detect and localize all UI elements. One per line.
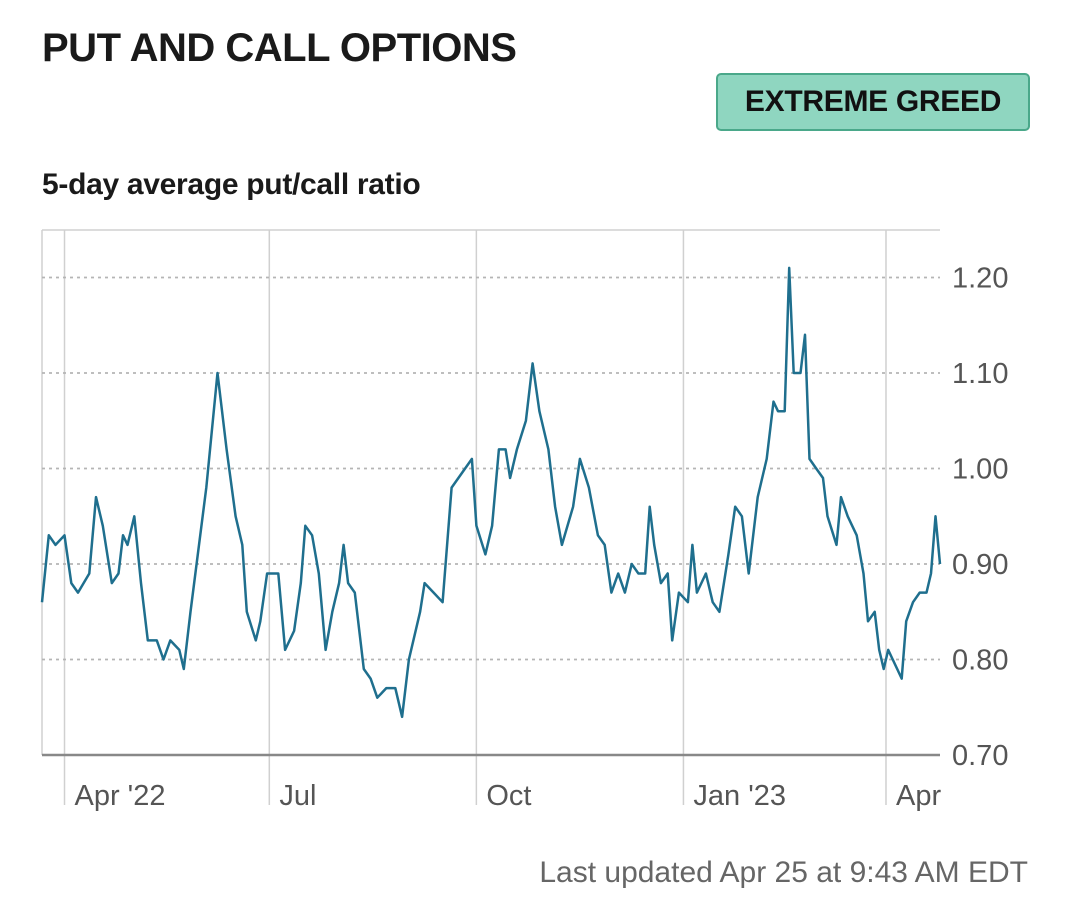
x-tick-label: Apr (896, 780, 941, 812)
y-tick-label: 0.70 (952, 740, 1008, 772)
x-ticks: Apr '22 Jul Oct Jan '23 Apr (75, 780, 942, 812)
put-call-ratio-chart: Apr '22 Jul Oct Jan '23 Apr 0.70 0.80 0.90 1.00… (40, 229, 1008, 812)
sentiment-badge: EXTREME GREED (716, 73, 1030, 131)
x-tick-label: Apr '22 (75, 780, 166, 812)
y-tick-label: 0.90 (952, 549, 1008, 581)
y-tick-label: 1.00 (952, 454, 1008, 486)
series-line (40, 266, 942, 719)
y-tick-label: 1.10 (952, 358, 1008, 390)
x-tick-label: Oct (486, 780, 531, 812)
y-tick-label: 0.80 (952, 645, 1008, 677)
x-tick-label: Jul (279, 780, 316, 812)
y-tick-label: 1.20 (952, 263, 1008, 295)
page-title: PUT AND CALL OPTIONS (42, 26, 517, 70)
x-tick-label: Jan '23 (693, 780, 786, 812)
chart-subtitle: 5-day average put/call ratio (42, 168, 421, 201)
last-updated-text: Last updated Apr 25 at 9:43 AM EDT (539, 856, 1028, 889)
gridlines (41, 229, 940, 805)
y-ticks: 0.70 0.80 0.90 1.00 1.10 1.20 (952, 263, 1008, 773)
